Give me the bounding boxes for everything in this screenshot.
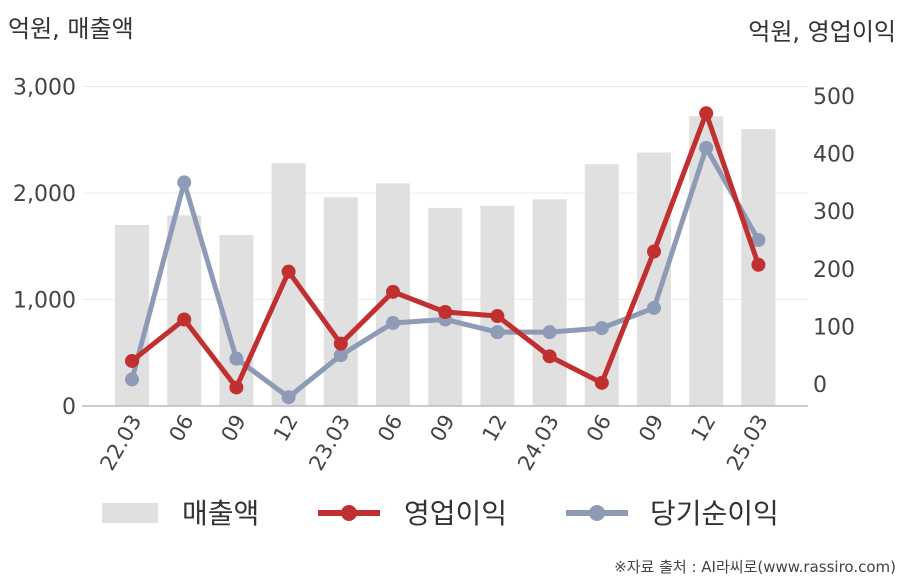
point-영업이익 <box>647 244 661 259</box>
point-영업이익 <box>594 375 609 390</box>
point-영업이익 <box>281 264 296 279</box>
x-tick-label: 24.03 <box>513 411 564 475</box>
x-axis-ticks: 22.03 06 09 12 23.03 06 09 12 24.03 06 09 12 25.03 <box>95 411 772 475</box>
point-당기순이익 <box>699 140 714 155</box>
legend-label-매출액: 매출액 <box>182 497 259 530</box>
left-tick-label: 0 <box>62 395 76 420</box>
right-tick-label: 400 <box>813 143 855 168</box>
point-영업이익 <box>386 284 400 299</box>
point-당기순이익 <box>281 390 296 405</box>
bar-매출액 <box>323 197 358 406</box>
point-당기순이익 <box>751 233 766 247</box>
legend: 매출액 영업이익 당기순이익 <box>102 497 779 530</box>
right-tick-label: 500 <box>813 85 855 110</box>
x-tick-label: 09 <box>425 411 459 446</box>
source-note: ※자료 출처 : AI라씨로(www.rassiro.com) <box>614 558 896 576</box>
bar-매출액 <box>480 205 515 406</box>
point-당기순이익 <box>647 300 661 315</box>
point-당기순이익 <box>177 175 192 190</box>
point-당기순이익 <box>542 325 557 340</box>
left-axis-ticks: 0 1,000 2,000 3,000 <box>13 76 76 421</box>
point-영업이익 <box>177 312 192 327</box>
point-당기순이익 <box>125 372 139 387</box>
left-tick-label: 3,000 <box>13 76 76 101</box>
point-영업이익 <box>751 257 766 272</box>
point-당기순이익 <box>386 315 400 330</box>
x-tick-label: 25.03 <box>722 411 773 475</box>
legend-swatch-매출액 <box>102 503 158 523</box>
x-tick-label: 12 <box>478 411 512 446</box>
legend-marker-영업이익 <box>341 505 357 521</box>
right-axis-unit-label: 억원, 영업이익 <box>748 18 896 46</box>
point-영업이익 <box>125 353 139 368</box>
left-axis-unit-label: 억원, 매출액 <box>8 15 134 43</box>
x-tick-label: 23.03 <box>304 411 355 475</box>
right-tick-label: 300 <box>813 200 855 225</box>
point-영업이익 <box>490 309 505 324</box>
x-tick-label: 06 <box>373 411 407 446</box>
bar-매출액 <box>532 199 567 406</box>
right-tick-label: 200 <box>813 258 855 283</box>
point-영업이익 <box>229 380 244 395</box>
x-tick-label: 09 <box>217 411 251 446</box>
legend-marker-당기순이익 <box>589 505 605 521</box>
line-series <box>125 106 766 405</box>
left-tick-label: 1,000 <box>13 289 76 314</box>
x-tick-label: 06 <box>582 411 616 446</box>
x-tick-label: 12 <box>269 411 303 446</box>
bar-매출액 <box>584 164 619 406</box>
bar-매출액 <box>689 116 724 406</box>
x-tick-label: 09 <box>634 411 668 446</box>
x-tick-label: 22.03 <box>95 411 146 475</box>
right-axis-ticks: 0 100 200 300 400 500 <box>813 85 855 398</box>
left-tick-label: 2,000 <box>13 182 76 207</box>
point-영업이익 <box>542 349 557 364</box>
right-tick-label: 100 <box>813 315 855 340</box>
point-당기순이익 <box>490 325 505 340</box>
right-tick-label: 0 <box>813 373 827 398</box>
point-영업이익 <box>699 106 714 121</box>
point-당기순이익 <box>333 348 348 363</box>
x-tick-label: 12 <box>686 411 720 446</box>
point-영업이익 <box>438 305 453 319</box>
point-영업이익 <box>333 336 348 351</box>
x-tick-label: 06 <box>164 411 198 446</box>
revenue-bars <box>115 116 776 406</box>
bar-매출액 <box>167 215 202 406</box>
point-당기순이익 <box>594 321 609 336</box>
legend-label-당기순이익: 당기순이익 <box>650 497 779 530</box>
legend-label-영업이익: 영업이익 <box>404 497 507 530</box>
point-당기순이익 <box>229 351 244 366</box>
